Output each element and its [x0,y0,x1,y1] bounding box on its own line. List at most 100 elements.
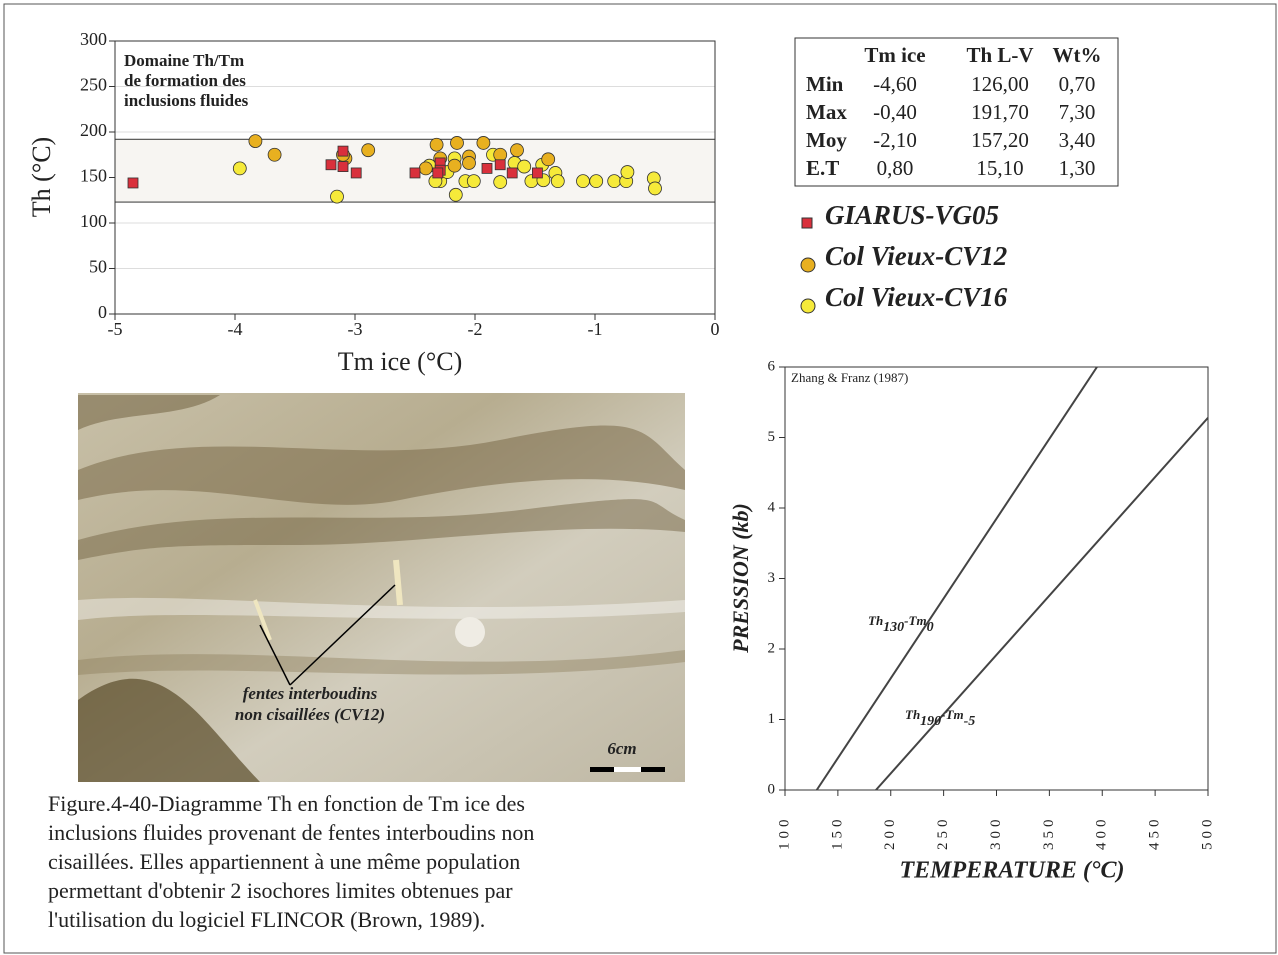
point [532,167,543,179]
photo-annotation: non cisaillées (CV12) [235,705,385,724]
frame [3,3,1277,954]
table-cell: 0,80 [877,156,914,180]
table-cell: 191,70 [971,100,1029,124]
point [494,159,506,171]
point [361,143,376,158]
point [337,145,349,157]
x-tick-label: 450 [1147,816,1163,851]
plot-frame [784,366,1209,791]
table-cell: -4,60 [873,72,917,96]
label-part: -Tm [941,707,963,722]
point [337,161,349,172]
x-tick-label: -1 [588,319,603,339]
x-tick-label: 100 [776,816,792,851]
x-tick-label: 150 [829,816,845,851]
table-cell: 1,30 [1059,156,1096,180]
row-label: Moy [806,128,847,152]
legend-marker [800,257,816,273]
point [450,136,464,150]
point [447,158,462,173]
table-header: Th L-V [966,43,1033,67]
x-axis-title: Tm ice (°C) [338,347,462,376]
table-header: Wt% [1053,43,1102,67]
y-tick-label: 0 [768,781,776,797]
point [448,187,463,202]
point [510,143,524,158]
isochore-label: Th130-Tm0 [868,613,934,635]
photo-annotation: fentes interboudins [243,684,378,703]
point [232,161,247,176]
scale-label: 6cm [607,739,636,758]
table-cell: 7,30 [1059,100,1096,124]
annotation: Domaine Th/Tm [124,51,244,70]
point [607,174,622,189]
y-tick-label: 100 [80,211,107,231]
x-tick-label: 400 [1094,816,1110,851]
caption: Figure.4-40-Diagramme Th en fonction de … [48,791,534,932]
y-tick-label: 3 [768,570,776,586]
point [517,159,532,174]
annotation: de formation des [124,71,246,90]
row-label: Max [806,100,847,124]
legend-label: GIARUS-VG05 [825,200,999,230]
point [589,174,604,189]
x-tick-label: 300 [988,816,1004,851]
x-tick-label: -3 [348,319,363,339]
y-tick-label: 250 [80,75,107,95]
point [267,147,282,162]
legend-label: Col Vieux-CV12 [825,241,1007,271]
caption-line: inclusions fluides provenant de fentes i… [48,820,534,845]
y-tick-label: 1 [768,711,776,727]
note: Zhang & Franz (1987) [791,370,908,385]
caption-line: l'utilisation du logiciel FLINCOR (Brown… [48,907,485,932]
label-part: Th [905,707,920,722]
table-cell: 0,70 [1059,72,1096,96]
point [462,156,476,170]
x-tick-label: -2 [468,319,483,339]
point [506,167,518,179]
point [481,162,493,174]
table-cell: 157,20 [971,128,1029,152]
y-axis-title: PRESSION (kb) [728,503,753,654]
legend-label: Col Vieux-CV16 [825,282,1008,312]
x-tick-label: 200 [882,816,898,851]
table-header: Tm ice [864,43,925,67]
isochore-label: Th190-Tm-5 [905,707,975,729]
isochore [815,366,1098,791]
label-part: Th [868,613,883,628]
y-tick-label: 4 [768,499,776,515]
x-axis-title: TEMPERATURE (°C) [900,858,1125,884]
point [493,175,508,189]
x-tick-label: 500 [1199,816,1215,851]
point [325,159,337,171]
photo: fentes interboudins non cisaillées (CV12… [78,393,685,782]
isochore [875,417,1209,791]
point [409,167,421,179]
y-tick-label: 6 [768,358,776,374]
label-part: 130 [883,620,904,635]
point [330,189,344,204]
point [493,147,508,162]
row-label: Min [806,72,844,96]
stats-table [794,37,1119,187]
y-tick-label: 50 [89,257,107,277]
table-cell: 15,10 [976,156,1023,180]
point [127,177,139,189]
label-part: -Tm [904,613,926,628]
annotation: inclusions fluides [124,91,249,110]
table-cell: 126,00 [971,72,1029,96]
point [432,167,444,179]
row-label: E.T [806,156,839,180]
point [350,167,362,179]
point [648,181,662,196]
x-tick-label: 250 [935,816,951,851]
y-tick-label: 200 [80,120,107,140]
point [466,174,481,189]
table-cell: 3,40 [1059,128,1096,152]
y-axis-title: Th (°C) [27,137,56,217]
legend-marker [800,298,816,314]
x-tick-label: 350 [1041,816,1057,851]
point [429,137,444,152]
